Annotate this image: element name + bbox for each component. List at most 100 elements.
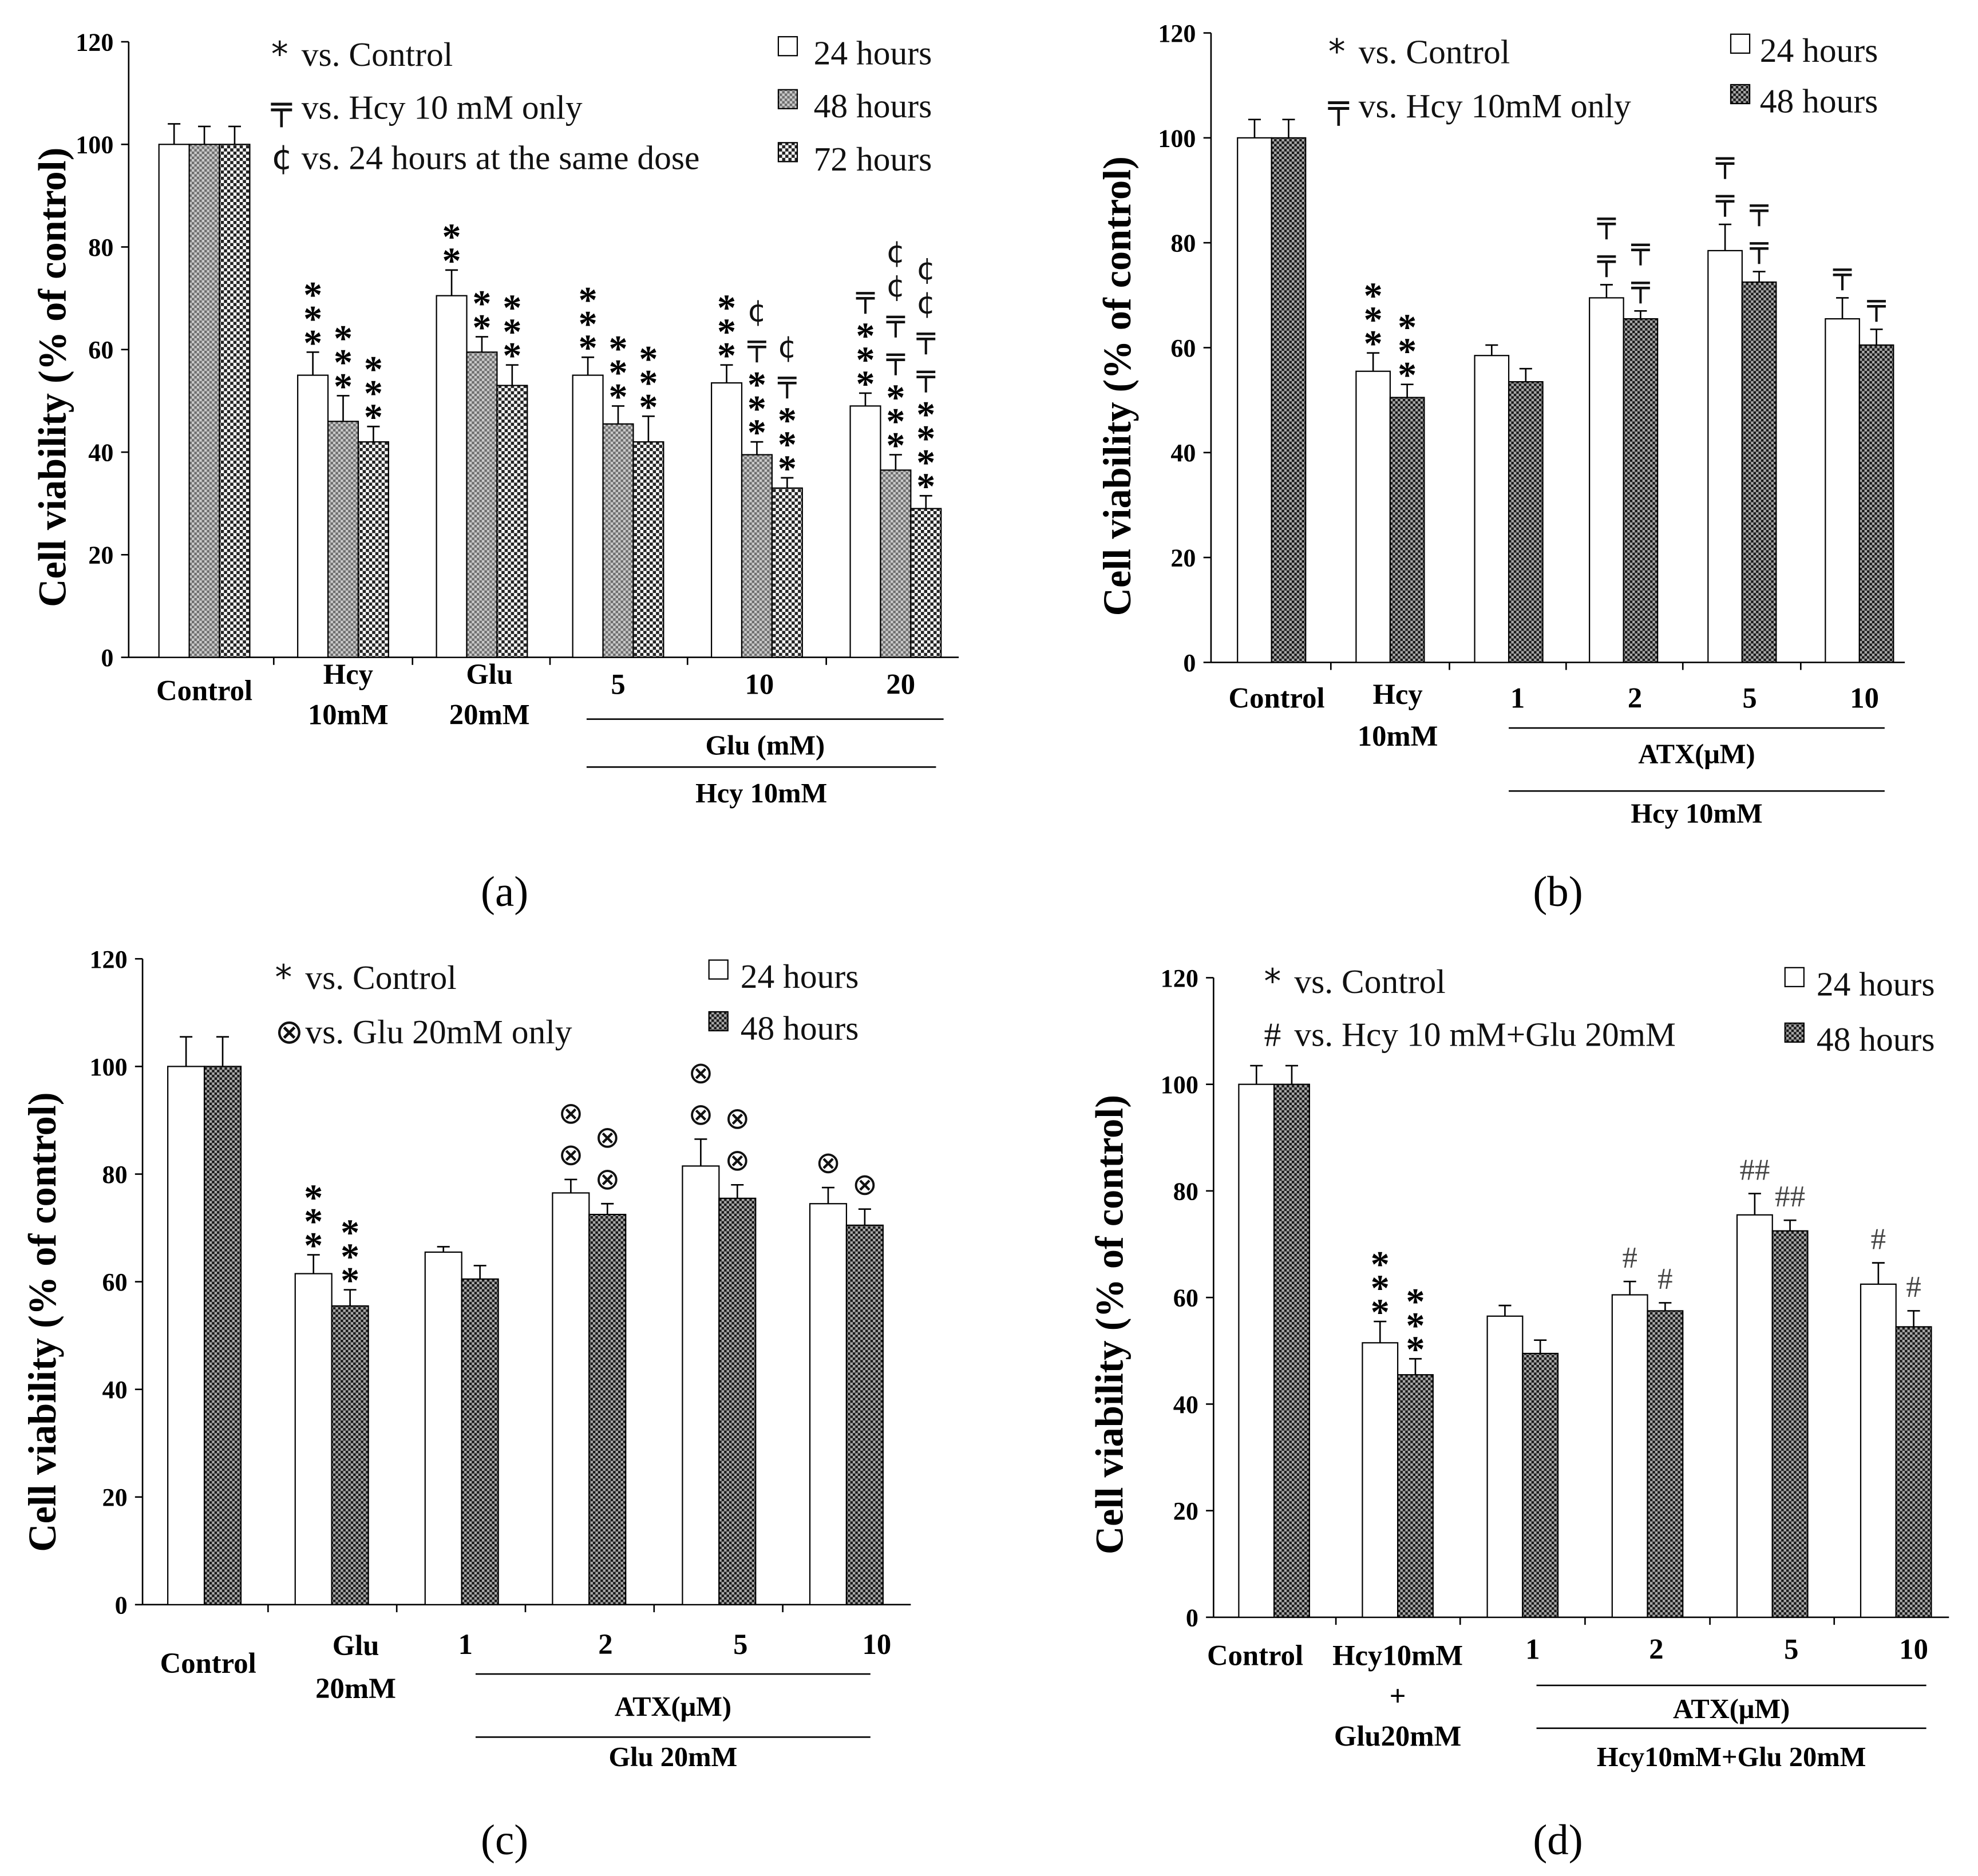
legend-note-symbol: ╤ xyxy=(1328,86,1350,126)
significance-symbol: ╤ xyxy=(1597,242,1616,278)
legend-note-symbol: # xyxy=(1264,1015,1281,1053)
x-tick-label: Glu xyxy=(333,1629,379,1661)
legend-label: 24 hours xyxy=(1817,965,1935,1003)
significance-symbol: ╤ xyxy=(1867,287,1886,322)
x-tick-label: 5 xyxy=(1742,682,1757,714)
y-tick-label: 0 xyxy=(1183,649,1196,677)
x-tick-label: Control xyxy=(1229,682,1325,714)
bar xyxy=(327,421,359,658)
bar xyxy=(331,1305,369,1605)
significance-symbol: * xyxy=(856,315,875,357)
significance-symbol: * xyxy=(341,1260,359,1301)
significance-symbol: ¢ xyxy=(916,252,936,287)
legend-note-text: vs. Hcy 10 mM only xyxy=(302,88,583,126)
x-tick-label: 2 xyxy=(1628,682,1642,714)
significance-symbol: * xyxy=(364,397,383,438)
legend-swatch xyxy=(1730,84,1751,105)
y-tick-label: 60 xyxy=(1173,1284,1198,1312)
bar xyxy=(1486,1315,1524,1618)
significance-symbol: ╤ xyxy=(916,357,936,393)
significance-symbol: * xyxy=(886,401,905,442)
bar xyxy=(1623,318,1659,663)
x-tick-label: 5 xyxy=(733,1628,747,1660)
significance-symbol: * xyxy=(1406,1305,1425,1347)
significance-symbol: * xyxy=(579,279,598,321)
significance-symbol: ⊗ xyxy=(688,1097,713,1132)
bar xyxy=(1825,318,1860,663)
bar xyxy=(682,1165,720,1605)
bar xyxy=(849,405,881,658)
significance-symbol: # xyxy=(1906,1271,1921,1304)
group-label: ATX(μM) xyxy=(615,1692,731,1722)
legend-note-text: vs. Glu 20mM only xyxy=(305,1013,572,1051)
y-tick-label: 80 xyxy=(102,1161,128,1189)
legend-note-symbol: ╤ xyxy=(271,88,292,127)
bar xyxy=(552,1192,590,1605)
group-label: Hcy 10mM xyxy=(695,778,827,809)
legend-swatch xyxy=(777,142,798,163)
x-tick-label: 10mM xyxy=(308,698,389,730)
significance-symbol: * xyxy=(1398,330,1417,372)
significance-symbol: * xyxy=(778,424,797,466)
significance-symbol: * xyxy=(442,216,461,258)
legend-label: 24 hours xyxy=(741,957,859,995)
bar xyxy=(436,295,468,658)
legend-swatch xyxy=(1730,33,1751,54)
y-tick-label: 40 xyxy=(1173,1391,1198,1419)
legend-label: 48 hours xyxy=(1817,1020,1935,1058)
significance-symbol: * xyxy=(1398,354,1417,396)
significance-symbol: * xyxy=(1398,306,1417,348)
significance-symbol: * xyxy=(304,1225,323,1267)
bar xyxy=(632,441,664,658)
group-label: Hcy 10mM xyxy=(1631,798,1762,829)
significance-symbol: ⊗ xyxy=(852,1167,877,1202)
legend-note-symbol: * xyxy=(1328,32,1346,72)
significance-symbol: * xyxy=(639,386,658,428)
y-tick-label: 40 xyxy=(1170,439,1196,467)
y-tick-label: 120 xyxy=(89,945,127,973)
significance-symbol: * xyxy=(778,448,797,489)
legend-note-text: vs. Control xyxy=(1294,963,1445,1000)
significance-symbol: ╤ xyxy=(1631,268,1650,304)
y-tick-label: 40 xyxy=(88,438,113,466)
legend-label: 48 hours xyxy=(1760,82,1878,120)
bar xyxy=(203,1066,242,1605)
significance-symbol: * xyxy=(1371,1244,1390,1285)
bar xyxy=(188,144,220,658)
significance-symbol: ¢ xyxy=(886,235,905,270)
x-tick-label: 10 xyxy=(1850,682,1879,714)
significance-symbol: * xyxy=(341,1212,359,1253)
panel-label: (d) xyxy=(1533,1816,1583,1864)
significance-symbol: * xyxy=(886,377,905,418)
bar xyxy=(357,441,389,658)
bar xyxy=(496,385,528,658)
y-tick-label: 0 xyxy=(1186,1604,1198,1632)
significance-symbol: ╤ xyxy=(886,340,905,375)
significance-symbol: ¢ xyxy=(778,330,797,365)
legend-note-text: vs. Control xyxy=(302,35,453,73)
bar xyxy=(1397,1374,1434,1618)
bar xyxy=(1707,250,1743,663)
significance-symbol: ╤ xyxy=(856,279,875,314)
group-label: ATX(μM) xyxy=(1673,1694,1790,1724)
bar xyxy=(1474,355,1510,663)
bar xyxy=(1647,1310,1684,1618)
y-tick-label: 60 xyxy=(102,1268,128,1296)
x-tick-label: 1 xyxy=(1510,682,1525,714)
significance-symbol: * xyxy=(747,412,766,454)
significance-symbol: * xyxy=(916,394,935,436)
x-tick-label: 20mM xyxy=(315,1672,396,1704)
x-tick-label: 10mM xyxy=(1358,720,1438,752)
significance-symbol: * xyxy=(303,322,322,364)
bar xyxy=(602,423,634,658)
significance-symbol: * xyxy=(856,363,875,405)
significance-symbol: ╤ xyxy=(916,319,936,355)
significance-symbol: * xyxy=(503,335,521,377)
significance-symbol: ¢ xyxy=(916,286,936,321)
significance-symbol: # xyxy=(1657,1262,1672,1296)
bar xyxy=(710,382,743,658)
significance-symbol: ╤ xyxy=(886,302,905,338)
legend-note-symbol: ¢ xyxy=(271,138,293,178)
bar xyxy=(1508,381,1544,663)
